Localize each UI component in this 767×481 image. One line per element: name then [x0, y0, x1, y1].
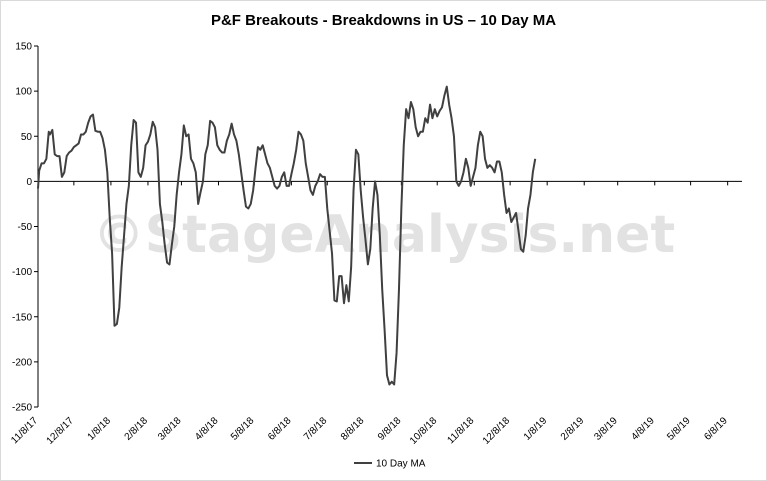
x-tick-label: 4/8/19: [629, 415, 657, 443]
y-tick-label: -200: [12, 357, 32, 368]
y-tick-label: 100: [15, 87, 32, 98]
x-tick-label: 6/8/18: [266, 415, 294, 443]
x-tick-label: 2/8/19: [559, 415, 587, 443]
x-tick-label: 1/8/18: [86, 415, 114, 443]
y-tick-label: -100: [12, 267, 32, 278]
y-axis: 150 100 50 0 -50 -100 -150 -200 -250: [12, 42, 39, 414]
y-tick-label: 50: [21, 132, 33, 143]
watermark-text: ©StageAnalysis.net: [93, 205, 676, 265]
y-tick-label: 0: [26, 177, 32, 188]
x-tick-label: 11/8/18: [446, 415, 477, 446]
x-tick-label: 5/8/19: [665, 415, 693, 443]
x-tick-label: 7/8/18: [302, 415, 330, 443]
chart-title: P&F Breakouts - Breakdowns in US – 10 Da…: [210, 12, 557, 29]
x-tick-label: 6/8/19: [702, 415, 730, 443]
y-tick-label: -50: [18, 222, 33, 233]
legend-label: 10 Day MA: [376, 459, 426, 470]
x-tick-label: 12/8/18: [481, 415, 513, 447]
x-tick-label: 8/8/18: [339, 415, 367, 443]
y-tick-label: -150: [12, 312, 32, 323]
x-tick-label: 10/8/18: [408, 415, 440, 447]
legend: 10 Day MA: [354, 459, 426, 470]
x-tick-label: 9/8/18: [376, 415, 404, 443]
x-tick-label: 12/8/17: [45, 415, 77, 447]
x-tick-label: 11/8/17: [9, 415, 40, 446]
x-tick-label: 3/8/19: [592, 415, 620, 443]
y-tick-label: 150: [15, 42, 32, 53]
x-tick-label: 5/8/18: [229, 415, 257, 443]
x-tick-label: 2/8/18: [123, 415, 151, 443]
x-tick-label: 4/8/18: [193, 415, 221, 443]
watermark: ©StageAnalysis.net: [93, 205, 676, 265]
series-line-0: [37, 85, 537, 386]
x-tick-label: 3/8/18: [156, 415, 184, 443]
x-tick-label: 1/8/19: [522, 415, 550, 443]
series-layer: [37, 85, 537, 386]
y-tick-label: -250: [12, 403, 32, 414]
